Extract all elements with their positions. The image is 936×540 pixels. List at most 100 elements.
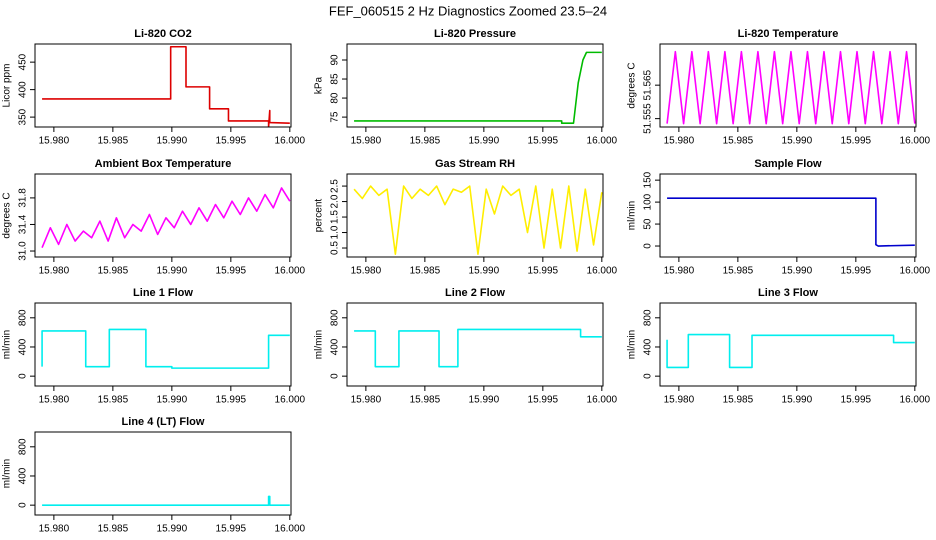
plot-area	[666, 50, 916, 125]
y-tick-label: 400	[330, 338, 341, 355]
panel: Line 2 Flow ml/min 15.980 15.985 15.990 15.99…	[314, 287, 618, 406]
y-axis-label: ml/min	[314, 330, 325, 359]
data-line	[41, 187, 291, 249]
plot-area	[666, 333, 915, 369]
plot-frame	[346, 173, 604, 258]
y-tick-label: 0.5	[330, 241, 341, 255]
plot-frame	[659, 43, 917, 128]
plot-area	[42, 45, 290, 127]
x-tick-label: 15.985	[98, 524, 129, 535]
x-tick-label: 16.000	[587, 136, 618, 147]
plot-area	[354, 51, 602, 124]
y-tick-label: 350	[18, 108, 29, 125]
x-tick-label: 15.990	[157, 266, 188, 277]
data-line	[41, 328, 290, 369]
y-axis-label: degrees C	[2, 192, 13, 238]
y-tick-label: 100	[643, 193, 654, 210]
x-tick-label: 15.980	[351, 395, 382, 406]
x-tick-label: 15.995	[841, 266, 872, 277]
x-tick-label: 15.990	[782, 136, 813, 147]
x-tick-label: 15.985	[723, 136, 754, 147]
y-tick-label: 85	[330, 73, 341, 85]
y-tick-label: 450	[18, 53, 29, 70]
x-tick-label: 16.000	[900, 395, 931, 406]
panel: Gas Stream RH percent 15.980 15.985 15.990 15…	[314, 158, 618, 277]
x-tick-label: 15.990	[157, 136, 188, 147]
y-axis-label: degrees C	[627, 62, 638, 108]
y-tick-label: 31.4	[18, 214, 29, 234]
plot-frame	[659, 173, 917, 258]
plot-frame	[346, 43, 604, 128]
x-tick-label: 15.985	[410, 136, 441, 147]
x-tick-label: 16.000	[587, 266, 618, 277]
x-tick-label: 15.985	[98, 266, 129, 277]
plot-frame	[346, 302, 604, 387]
y-axis-label: ml/min	[2, 330, 13, 359]
y-tick-label: 0	[643, 373, 654, 379]
plot-area	[667, 197, 915, 247]
x-tick-label: 15.995	[841, 136, 872, 147]
y-tick-label: 0	[18, 373, 29, 379]
x-tick-label: 15.980	[664, 136, 695, 147]
x-tick-label: 16.000	[275, 395, 306, 406]
y-tick-label: 400	[18, 338, 29, 355]
y-tick-label: 0	[18, 502, 29, 508]
y-tick-label: 400	[643, 338, 654, 355]
x-tick-label: 16.000	[587, 395, 618, 406]
plot-area	[353, 185, 603, 256]
x-tick-label: 15.990	[157, 524, 188, 535]
y-axis-label: kPa	[314, 76, 325, 94]
panel: Li-820 Pressure kPa 15.980 15.985 15.990 15.9…	[314, 28, 618, 147]
x-tick-label: 16.000	[900, 266, 931, 277]
y-axis-label: ml/min	[2, 459, 13, 488]
panel-title: Ambient Box Temperature	[95, 158, 232, 170]
y-tick-label: 31.0	[18, 241, 29, 261]
x-tick-label: 15.985	[98, 136, 129, 147]
y-axis-label: ml/min	[627, 201, 638, 230]
x-tick-label: 15.995	[216, 266, 247, 277]
y-tick-label: 51.555	[643, 103, 654, 134]
y-tick-label: 2.0	[330, 194, 341, 208]
panel-title: Li-820 CO2	[134, 28, 191, 40]
x-tick-label: 15.980	[39, 395, 70, 406]
plot-frame	[34, 431, 292, 516]
y-tick-label: 400	[18, 467, 29, 484]
x-tick-label: 15.990	[782, 395, 813, 406]
x-tick-label: 15.985	[723, 395, 754, 406]
plot-area	[354, 328, 602, 368]
x-tick-label: 15.985	[410, 395, 441, 406]
y-tick-label: 800	[18, 309, 29, 326]
x-tick-label: 15.995	[528, 136, 559, 147]
y-tick-label: 51.565	[643, 69, 654, 100]
x-tick-label: 16.000	[900, 136, 931, 147]
x-tick-label: 15.995	[528, 266, 559, 277]
x-tick-label: 15.980	[664, 266, 695, 277]
y-axis-label: percent	[314, 199, 325, 233]
y-tick-label: 0	[643, 243, 654, 249]
panel-title: Gas Stream RH	[435, 158, 515, 170]
y-tick-label: 1.5	[330, 210, 341, 224]
plot-frame	[34, 302, 292, 387]
data-line	[354, 51, 602, 124]
x-tick-label: 15.985	[410, 266, 441, 277]
x-tick-label: 15.990	[469, 395, 500, 406]
x-tick-label: 15.985	[98, 395, 129, 406]
panel-title: Li-820 Pressure	[434, 28, 516, 40]
y-tick-label: 80	[330, 92, 341, 104]
x-tick-label: 15.985	[723, 266, 754, 277]
panel-title: Li-820 Temperature	[738, 28, 839, 40]
y-tick-label: 1.0	[330, 225, 341, 239]
x-tick-label: 15.990	[157, 395, 188, 406]
data-line	[667, 197, 915, 247]
x-tick-label: 15.980	[351, 136, 382, 147]
x-tick-label: 15.995	[216, 524, 247, 535]
y-axis-label: Licor ppm	[2, 64, 13, 108]
y-tick-label: 2.5	[330, 179, 341, 193]
panel: Line 4 (LT) Flow ml/min 15.980 15.985 15.990…	[2, 416, 306, 535]
panel: Li-820 Temperature degrees C 15.980 15.985 1…	[627, 28, 931, 147]
y-tick-label: 75	[330, 111, 341, 123]
x-tick-label: 15.990	[469, 136, 500, 147]
y-tick-label: 31.8	[18, 188, 29, 208]
x-tick-label: 15.990	[782, 266, 813, 277]
